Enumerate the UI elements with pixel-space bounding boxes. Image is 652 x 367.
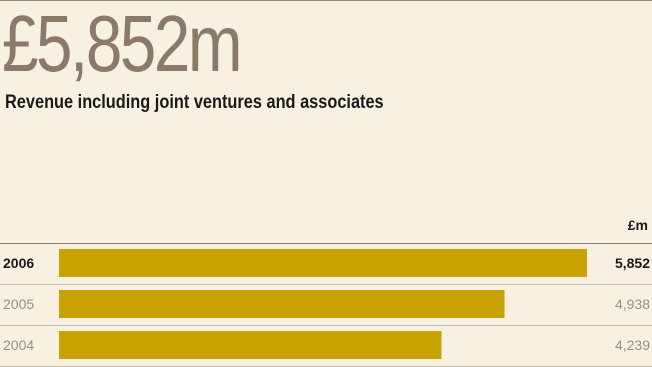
value-label-2005: 4,938	[615, 296, 650, 312]
category-label-2004: 2004	[3, 337, 34, 353]
category-label-2005: 2005	[3, 296, 34, 312]
bar-2005	[59, 290, 505, 318]
bar-2006	[59, 249, 587, 277]
top-rule	[0, 0, 652, 1]
chart-subtitle: Revenue including joint ventures and ass…	[5, 92, 384, 113]
revenue-bar-chart: £m 2006 5,852 2005 4,938 2004 4,239	[0, 217, 652, 367]
unit-label: £m	[628, 217, 648, 233]
bar-2004	[59, 331, 442, 359]
headline-figure: £5,852m	[2, 0, 243, 88]
value-label-2006: 5,852	[615, 255, 650, 271]
category-label-2006: 2006	[3, 255, 34, 271]
value-label-2004: 4,239	[615, 337, 650, 353]
